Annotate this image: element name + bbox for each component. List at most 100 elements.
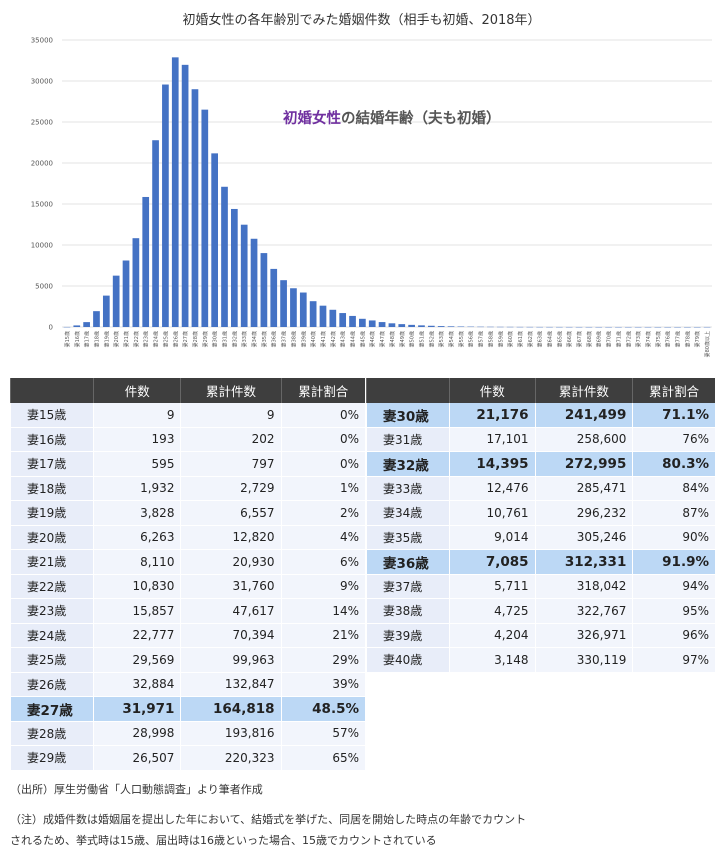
bar (142, 196, 150, 327)
cell-count: 28,998 (92, 721, 181, 746)
x-tick-label: 妻75歳 (655, 331, 662, 347)
cell-ratio: 84% (632, 476, 715, 501)
row-label: 妻20歳 (10, 525, 94, 550)
x-tick-label: 妻79歳 (694, 331, 701, 347)
cell-cumulative: 12,820 (180, 525, 282, 550)
table-row: 妻22歳 10,830 31,760 9% (10, 574, 365, 599)
bar (181, 64, 189, 327)
cell-cumulative: 326,971 (534, 623, 633, 648)
y-axis-ticks: 0 5000 10000 15000 20000 25000 30000 35000 (31, 37, 53, 332)
x-tick-label: 妻17歳 (84, 331, 91, 347)
y-tick-label: 25000 (31, 119, 53, 127)
cell-ratio: 9% (280, 574, 365, 599)
row-label: 妻26歳 (10, 672, 94, 697)
cell-ratio: 0% (280, 403, 365, 428)
row-label: 妻24歳 (10, 623, 94, 648)
cell-ratio: 21% (280, 623, 365, 648)
x-tick-label: 妻63歳 (537, 331, 544, 347)
table-row: 妻25歳 29,569 99,963 29% (10, 647, 365, 673)
bar (83, 322, 90, 327)
cell-count: 14,395 (449, 451, 536, 477)
cell-cumulative: 220,323 (180, 745, 282, 771)
x-tick-label: 妻51歳 (418, 331, 425, 347)
table-row: 妻37歳 5,711 318,042 94% (366, 574, 715, 599)
x-tick-label: 妻30歳 (212, 331, 219, 347)
bar (221, 186, 228, 327)
bar (319, 305, 327, 327)
bar (132, 238, 140, 327)
cell-ratio: 2% (280, 500, 365, 526)
cell-count: 22,777 (92, 623, 181, 648)
x-tick-label: 妻42歳 (330, 331, 337, 347)
row-label: 妻22歳 (10, 574, 94, 599)
x-tick-label: 妻57歳 (478, 331, 485, 347)
y-tick-label: 10000 (31, 242, 53, 250)
cell-cumulative: 47,617 (180, 598, 282, 624)
data-table-right: 件数 累計件数 累計割合 妻30歳 21,176 241,499 71.1% 妻31歳 1… (366, 378, 715, 673)
table-row: 妻27歳 31,971 164,818 48.5% (10, 696, 365, 722)
cell-cumulative: 330,119 (534, 647, 633, 673)
row-label: 妻16歳 (10, 427, 94, 452)
corner-header (366, 378, 450, 403)
x-tick-label: 妻78歳 (684, 331, 691, 347)
header-cumulative: 累計件数 (534, 378, 633, 403)
x-tick-label: 妻23歳 (143, 331, 150, 347)
cell-cumulative: 285,471 (534, 476, 633, 501)
cell-cumulative: 132,847 (180, 672, 282, 697)
x-tick-label: 妻39歳 (300, 331, 307, 347)
cell-count: 1,932 (92, 476, 181, 501)
x-tick-label: 妻31歳 (222, 331, 229, 347)
data-table-left: 件数 累計件数 累計割合 妻15歳 9 9 0% 妻16歳 193 202 0% 妻17歳 595… (10, 378, 365, 771)
bar (368, 320, 376, 327)
x-tick-label: 妻29歳 (202, 331, 209, 347)
cell-ratio: 1% (280, 476, 365, 501)
table-row: 妻17歳 595 797 0% (10, 451, 365, 477)
cell-ratio: 6% (280, 549, 365, 575)
x-tick-label: 妻25歳 (162, 331, 169, 347)
row-label: 妻38歳 (366, 598, 450, 624)
bar (260, 253, 268, 327)
cell-count: 10,761 (449, 500, 536, 526)
cell-cumulative: 2,729 (180, 476, 282, 501)
x-tick-label: 妻28歳 (192, 331, 199, 347)
x-tick-label: 妻54歳 (448, 331, 455, 347)
cell-cumulative: 164,818 (180, 696, 282, 722)
cell-cumulative: 9 (180, 403, 282, 428)
x-tick-label: 妻44歳 (350, 331, 357, 347)
row-label: 妻32歳 (366, 451, 450, 477)
bar (191, 89, 199, 327)
x-tick-label: 妻36歳 (271, 331, 278, 347)
cell-count: 12,476 (449, 476, 536, 501)
cell-count: 5,711 (449, 574, 536, 599)
x-tick-label: 妻61歳 (517, 331, 524, 347)
gridlines (62, 39, 712, 328)
header-count: 件数 (92, 378, 181, 403)
cell-ratio: 0% (280, 451, 365, 477)
x-tick-label: 妻40歳 (310, 331, 317, 347)
x-tick-label: 妻38歳 (290, 331, 297, 347)
row-label: 妻23歳 (10, 598, 94, 624)
bar (102, 295, 110, 327)
x-tick-label: 妻74歳 (645, 331, 652, 347)
y-tick-label: 30000 (31, 78, 53, 86)
table-header-row: 件数 累計件数 累計割合 (10, 378, 365, 403)
table-row: 妻18歳 1,932 2,729 1% (10, 476, 365, 501)
x-tick-label: 妻34歳 (251, 331, 258, 347)
cell-count: 8,110 (92, 549, 181, 575)
cell-ratio: 87% (632, 500, 715, 526)
cell-count: 31,971 (92, 696, 181, 722)
row-label: 妻15歳 (10, 403, 94, 428)
x-tick-label: 妻15歳 (64, 331, 71, 347)
header-ratio: 累計割合 (280, 378, 365, 403)
table-row: 妻32歳 14,395 272,995 80.3% (366, 451, 715, 477)
x-tick-label: 妻45歳 (359, 331, 366, 347)
x-tick-label: 妻80歳以上 (704, 331, 711, 357)
x-tick-label: 妻60歳 (507, 331, 514, 347)
table-row: 妻36歳 7,085 312,331 91.9% (366, 549, 715, 575)
row-label: 妻33歳 (366, 476, 450, 501)
bar (427, 325, 435, 327)
bar (290, 288, 297, 327)
x-tick-label: 妻55歳 (458, 331, 465, 347)
row-label: 妻25歳 (10, 647, 94, 673)
table-row: 妻26歳 32,884 132,847 39% (10, 672, 365, 697)
